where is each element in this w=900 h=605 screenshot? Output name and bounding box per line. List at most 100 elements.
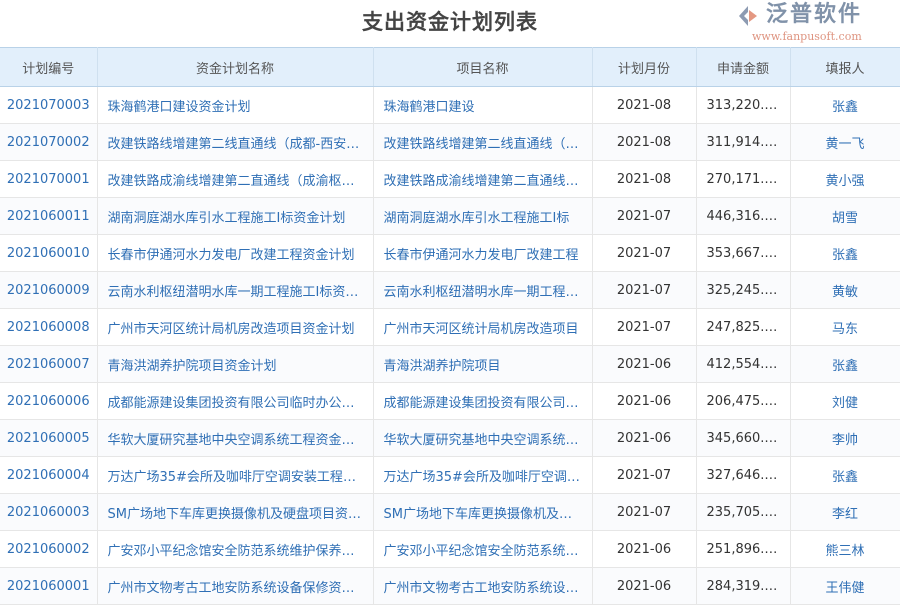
plan-name-cell[interactable]: 长春市伊通河水力发电厂改建工程资金计划 [97,234,374,272]
column-header-plan-name[interactable]: 资金计划名称 [97,47,374,87]
plan-month-cell: 2021-07 [592,308,697,346]
amount-cell: 235,705.00 [696,493,791,531]
project-name-cell[interactable]: 广州市文物考古工地安防系统设… [373,567,593,605]
reporter-cell[interactable]: 黄敏 [790,271,900,309]
plan-code-cell[interactable]: 2021060002 [0,530,98,568]
reporter-cell[interactable]: 张鑫 [790,456,900,494]
reporter-cell[interactable]: 王伟健 [790,567,900,605]
reporter-cell[interactable]: 张鑫 [790,345,900,383]
plan-month-cell: 2021-07 [592,234,697,272]
project-name-cell[interactable]: 湖南洞庭湖水库引水工程施工Ⅰ标 [373,197,593,235]
project-name-cell[interactable]: 广州市天河区统计局机房改造项目 [373,308,593,346]
plan-code-cell[interactable]: 2021070002 [0,123,98,161]
plan-month-cell: 2021-06 [592,419,697,457]
plan-month-cell: 2021-08 [592,123,697,161]
plan-month-cell: 2021-06 [592,567,697,605]
plan-name-cell[interactable]: 成都能源建设集团投资有限公司临时办公… [97,382,374,420]
page-title: 支出资金计划列表 [362,10,538,34]
reporter-cell[interactable]: 熊三林 [790,530,900,568]
plan-code-cell[interactable]: 2021060008 [0,308,98,346]
plan-name-cell[interactable]: 青海洪湖养护院项目资金计划 [97,345,374,383]
amount-cell: 284,319.00 [696,567,791,605]
table-row[interactable]: 2021070002 改建铁路线增建第二线直通线（成都-西安… 改建铁路线增建第二线… [0,123,900,161]
plan-name-cell[interactable]: 珠海鹤港口建设资金计划 [97,86,374,124]
plan-code-cell[interactable]: 2021060010 [0,234,98,272]
plan-code-cell[interactable]: 2021060003 [0,493,98,531]
reporter-cell[interactable]: 黄小强 [790,160,900,198]
table-row[interactable]: 2021060009 云南水利枢纽潜明水库一期工程施工Ⅰ标资… 云南水利枢纽潜明水库… [0,271,900,309]
plan-name-cell[interactable]: 云南水利枢纽潜明水库一期工程施工Ⅰ标资… [97,271,374,309]
table-row[interactable]: 2021060004 万达广场35#会所及咖啡厅空调安装工程资… 万达广场35#会所… [0,456,900,494]
table-row[interactable]: 2021060007 青海洪湖养护院项目资金计划 青海洪湖养护院项目 2021-06 4… [0,345,900,383]
plan-name-cell[interactable]: 广州市天河区统计局机房改造项目资金计划 [97,308,374,346]
project-name-cell[interactable]: 广安邓小平纪念馆安全防范系统… [373,530,593,568]
column-header-month[interactable]: 计划月份 [592,47,697,87]
reporter-cell[interactable]: 刘健 [790,382,900,420]
project-name-cell[interactable]: 改建铁路线增建第二线直通线（… [373,123,593,161]
column-header-project-name[interactable]: 项目名称 [373,47,593,87]
plan-code-cell[interactable]: 2021060009 [0,271,98,309]
plan-name-cell[interactable]: 广州市文物考古工地安防系统设备保修资… [97,567,374,605]
project-name-cell[interactable]: 珠海鹤港口建设 [373,86,593,124]
plan-code-cell[interactable]: 2021060006 [0,382,98,420]
plan-name-cell[interactable]: 广安邓小平纪念馆安全防范系统维护保养… [97,530,374,568]
plan-month-cell: 2021-06 [592,345,697,383]
project-name-cell[interactable]: SM广场地下车库更换摄像机及… [373,493,593,531]
reporter-cell[interactable]: 张鑫 [790,86,900,124]
plan-name-cell[interactable]: 改建铁路线增建第二线直通线（成都-西安… [97,123,374,161]
project-name-cell[interactable]: 长春市伊通河水力发电厂改建工程 [373,234,593,272]
plan-code-cell[interactable]: 2021060001 [0,567,98,605]
reporter-cell[interactable]: 胡雪 [790,197,900,235]
project-name-cell[interactable]: 万达广场35#会所及咖啡厅空调… [373,456,593,494]
table-row[interactable]: 2021060003 SM广场地下车库更换摄像机及硬盘项目资… SM广场地下车库更换… [0,493,900,531]
table-row[interactable]: 2021060008 广州市天河区统计局机房改造项目资金计划 广州市天河区统计局机房… [0,308,900,346]
column-header-amount[interactable]: 申请金额 [696,47,791,87]
amount-cell: 353,667.00 [696,234,791,272]
plan-month-cell: 2021-06 [592,382,697,420]
amount-cell: 247,825.00 [696,308,791,346]
project-name-cell[interactable]: 改建铁路成渝线增建第二直通线… [373,160,593,198]
amount-cell: 446,316.00 [696,197,791,235]
amount-cell: 206,475.00 [696,382,791,420]
plan-month-cell: 2021-07 [592,493,697,531]
plan-month-cell: 2021-07 [592,197,697,235]
plan-code-cell[interactable]: 2021070003 [0,86,98,124]
table-row[interactable]: 2021060002 广安邓小平纪念馆安全防范系统维护保养… 广安邓小平纪念馆安全防… [0,530,900,568]
plan-code-cell[interactable]: 2021060011 [0,197,98,235]
plan-name-cell[interactable]: 湖南洞庭湖水库引水工程施工Ⅰ标资金计划 [97,197,374,235]
expense-plan-table: 计划编号 资金计划名称 项目名称 计划月份 申请金额 填报人 202107000… [0,47,900,605]
amount-cell: 251,896.00 [696,530,791,568]
amount-cell: 345,660.00 [696,419,791,457]
amount-cell: 313,220.00 [696,86,791,124]
column-header-code[interactable]: 计划编号 [0,47,98,87]
project-name-cell[interactable]: 云南水利枢纽潜明水库一期工程… [373,271,593,309]
plan-month-cell: 2021-06 [592,530,697,568]
plan-name-cell[interactable]: 改建铁路成渝线增建第二直通线（成渝枢… [97,160,374,198]
reporter-cell[interactable]: 李红 [790,493,900,531]
column-header-reporter[interactable]: 填报人 [790,47,900,87]
plan-name-cell[interactable]: 华软大厦研究基地中央空调系统工程资金… [97,419,374,457]
table-row[interactable]: 2021060006 成都能源建设集团投资有限公司临时办公… 成都能源建设集团投资有… [0,382,900,420]
table-row[interactable]: 2021060001 广州市文物考古工地安防系统设备保修资… 广州市文物考古工地安防… [0,567,900,605]
table-row[interactable]: 2021070001 改建铁路成渝线增建第二直通线（成渝枢… 改建铁路成渝线增建第二… [0,160,900,198]
project-name-cell[interactable]: 华软大厦研究基地中央空调系统… [373,419,593,457]
reporter-cell[interactable]: 马东 [790,308,900,346]
plan-name-cell[interactable]: 万达广场35#会所及咖啡厅空调安装工程资… [97,456,374,494]
plan-code-cell[interactable]: 2021060007 [0,345,98,383]
table-header-row: 计划编号 资金计划名称 项目名称 计划月份 申请金额 填报人 [0,47,900,87]
reporter-cell[interactable]: 李帅 [790,419,900,457]
plan-month-cell: 2021-07 [592,456,697,494]
table-row[interactable]: 2021060005 华软大厦研究基地中央空调系统工程资金… 华软大厦研究基地中央空… [0,419,900,457]
project-name-cell[interactable]: 青海洪湖养护院项目 [373,345,593,383]
plan-code-cell[interactable]: 2021060005 [0,419,98,457]
reporter-cell[interactable]: 张鑫 [790,234,900,272]
plan-code-cell[interactable]: 2021070001 [0,160,98,198]
project-name-cell[interactable]: 成都能源建设集团投资有限公司… [373,382,593,420]
plan-name-cell[interactable]: SM广场地下车库更换摄像机及硬盘项目资… [97,493,374,531]
plan-code-cell[interactable]: 2021060004 [0,456,98,494]
table-row[interactable]: 2021060010 长春市伊通河水力发电厂改建工程资金计划 长春市伊通河水力发电厂… [0,234,900,272]
reporter-cell[interactable]: 黄一飞 [790,123,900,161]
plan-month-cell: 2021-07 [592,271,697,309]
table-row[interactable]: 2021060011 湖南洞庭湖水库引水工程施工Ⅰ标资金计划 湖南洞庭湖水库引水工程… [0,197,900,235]
table-row[interactable]: 2021070003 珠海鹤港口建设资金计划 珠海鹤港口建设 2021-08 313,2… [0,86,900,124]
